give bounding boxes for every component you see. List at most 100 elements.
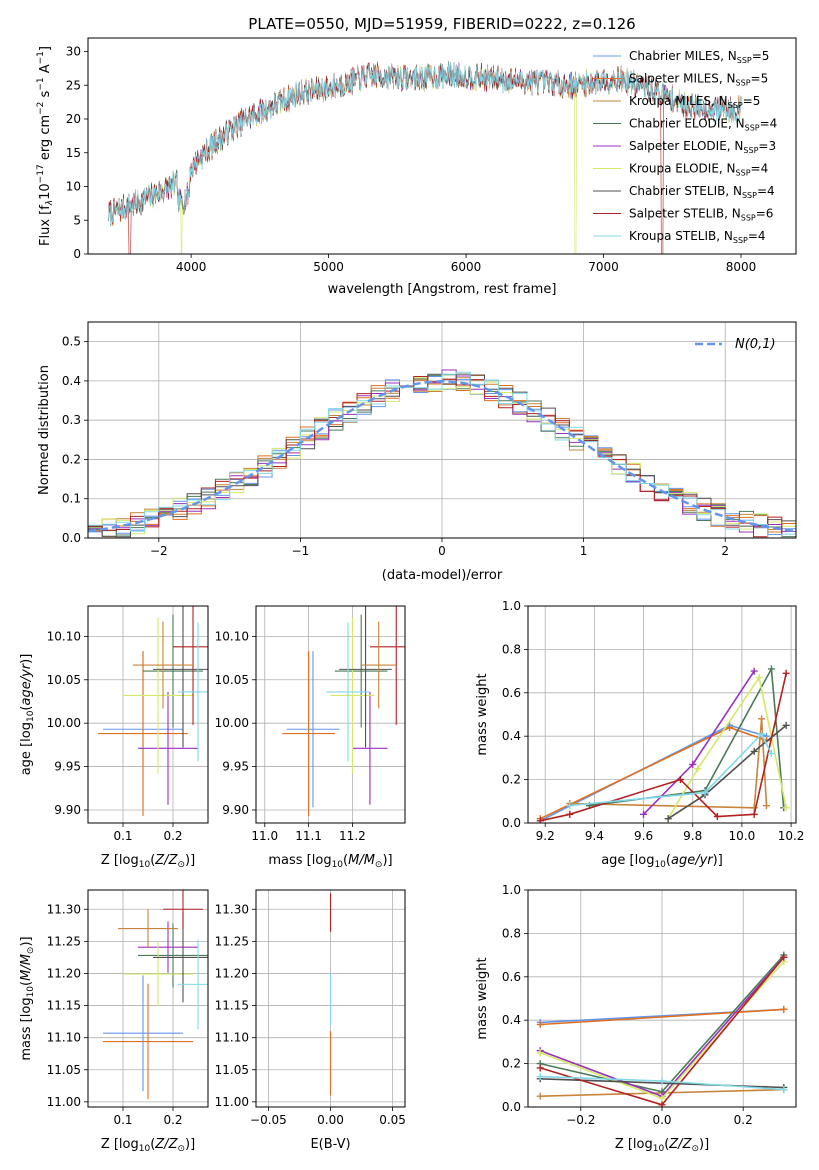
y-tick-label: 11.00 <box>215 1095 249 1109</box>
y-tick-label: 9.90 <box>54 803 81 817</box>
legend-entry: Chabrier ELODIE, NSSP=4 <box>629 117 777 133</box>
spectrum-panel: 4000 5000 6000 7000 8000 0 5 10 15 20 25 30 waveleng… <box>36 37 797 297</box>
spectrum-series-line <box>108 61 742 254</box>
mass-weight-line <box>667 675 787 820</box>
mass-weight-marker <box>689 760 697 768</box>
mass-weight-line <box>540 673 787 822</box>
mass-weight-marker <box>726 724 734 732</box>
y-tick-label: 9.90 <box>222 803 249 817</box>
x-tick-label: 0.2 <box>163 829 182 843</box>
normal-reference-curve <box>88 380 796 533</box>
age_vs_Z-plot <box>98 606 208 817</box>
x-tick-label: 11.0 <box>251 829 278 843</box>
legend-entry: Chabrier MILES, NSSP=5 <box>629 49 769 65</box>
legend-entry: Kroupa STELIB, NSSP=4 <box>629 229 766 245</box>
x-tick-label: 4000 <box>176 260 207 274</box>
x-tick-label: 10.2 <box>778 829 805 843</box>
legend-entry: Salpeter STELIB, NSSP=6 <box>629 207 773 223</box>
axes-frame <box>87 321 797 539</box>
x-tick-label: 9.6 <box>634 829 653 843</box>
y-tick-label: 0.1 <box>62 492 81 506</box>
x-tick-label: 11.2 <box>339 829 366 843</box>
mass-weight-marker <box>566 810 574 818</box>
y-tick-label: 11.10 <box>215 1031 249 1045</box>
x-tick-label: 2 <box>721 544 729 558</box>
mass-weight-marker <box>536 1049 544 1057</box>
x-axis-label: E(B-V) <box>310 1137 350 1152</box>
x-tick-label: 11.1 <box>295 829 322 843</box>
y-axis-label: mass [log10(M/M⊙)] <box>19 936 36 1060</box>
x-tick-label: 0.05 <box>379 1113 406 1127</box>
mass-weight-line <box>569 718 768 809</box>
mass_vs_Z-panel: 0.1 0.2 11.00 11.05 11.10 11.15 11.20 11.25 11.3… <box>19 889 209 1154</box>
axes-frame <box>87 605 209 824</box>
x-tick-label: 1 <box>580 544 588 558</box>
axes-frame <box>255 889 406 1108</box>
x-axis-label: Z [log10(Z/Z⊙)] <box>101 1137 195 1154</box>
x-tick-label: 0.2 <box>734 1113 753 1127</box>
mass-weight-line <box>540 1008 784 1026</box>
x-tick-label: 9.4 <box>585 829 604 843</box>
x-tick-label: 0.00 <box>317 1113 344 1127</box>
axes-frame <box>527 889 797 1108</box>
mass-weight-marker <box>536 1073 544 1081</box>
massweight_vs_Z-plot <box>536 951 788 1107</box>
y-axis-label: Normed distribution <box>37 365 52 495</box>
x-tick-label: 7000 <box>588 260 619 274</box>
mass-weight-marker <box>782 804 790 812</box>
mass-weight-marker <box>536 1064 544 1072</box>
axes-frame <box>527 605 797 824</box>
spectrum-legend: Chabrier MILES, NSSP=5 Salpeter MILES, NS… <box>593 49 777 245</box>
x-axis-label: Z [log10(Z/Z⊙)] <box>615 1137 709 1154</box>
mass-weight-marker <box>767 665 775 673</box>
y-tick-label: 10.10 <box>215 629 249 643</box>
y-tick-label: 10.00 <box>47 716 81 730</box>
mass-weight-marker <box>701 789 709 797</box>
x-tick-label: 9.2 <box>536 829 555 843</box>
residuals-panel: −2 −1 0 1 2 0.0 0.1 0.2 0.3 0.4 0.5 (data-model)/er… <box>37 321 797 583</box>
mass-weight-marker <box>750 747 758 755</box>
x-tick-label: 0 <box>438 544 446 558</box>
mass-weight-marker <box>782 721 790 729</box>
massweight_vs_age-plot <box>536 665 790 823</box>
mass_vs_Z-plot <box>103 890 208 1100</box>
legend-entry: N(0,1) <box>735 337 776 352</box>
y-tick-label: 10 <box>66 180 81 194</box>
x-tick-label: −2 <box>150 544 168 558</box>
y-tick-label: 11.25 <box>47 934 81 948</box>
age_vs_mass-panel: 11.0 11.1 11.2 9.90 9.95 10.00 10.05 10.10 mass … <box>215 605 406 870</box>
mass-weight-marker <box>536 817 544 823</box>
y-tick-label: 30 <box>66 45 81 59</box>
y-tick-label: 1.0 <box>502 599 521 613</box>
y-tick-label: 11.05 <box>215 1063 249 1077</box>
x-tick-label: 10.0 <box>729 829 756 843</box>
y-tick-label: 0.6 <box>502 970 521 984</box>
mass-weight-marker <box>664 815 672 823</box>
y-axis-label: mass weight <box>475 957 490 1039</box>
mass-weight-marker <box>780 1086 788 1094</box>
mass-weight-marker <box>762 802 770 810</box>
y-tick-label: 0.2 <box>502 1057 521 1071</box>
y-tick-label: 11.00 <box>47 1095 81 1109</box>
x-tick-label: 5000 <box>313 260 344 274</box>
x-tick-label: 0.1 <box>113 1113 132 1127</box>
legend-entry: Salpeter ELODIE, NSSP=3 <box>629 139 776 155</box>
age_vs_Z-panel: 0.1 0.2 9.90 9.95 10.00 10.05 10.10 Z [log10(Z/… <box>19 605 209 870</box>
mass-weight-marker <box>676 776 684 784</box>
y-tick-label: 0.4 <box>502 1013 521 1027</box>
x-tick-label: 0.1 <box>113 829 132 843</box>
mass-weight-marker <box>780 953 788 961</box>
x-tick-label: 0.0 <box>652 1113 671 1127</box>
y-tick-label: 0.8 <box>502 926 521 940</box>
y-tick-label: 11.10 <box>47 1031 81 1045</box>
spectrum-series-line <box>108 61 742 225</box>
mass-weight-marker <box>658 1101 666 1107</box>
axes-frame <box>87 37 797 255</box>
x-axis-label: mass [log10(M/M⊙)] <box>268 853 392 870</box>
mass_vs_ebv-panel: −0.05 0.00 0.05 11.00 11.05 11.10 11.15 11.20 11… <box>215 889 406 1152</box>
massweight_vs_Z-panel: −0.2 0.0 0.2 0.0 0.2 0.4 0.6 0.8 1.0 mass weight Z… <box>475 883 797 1154</box>
y-tick-label: 0.5 <box>62 335 81 349</box>
x-axis-label: wavelength [Angstrom, rest frame] <box>328 282 557 297</box>
residuals-plot <box>88 369 796 538</box>
